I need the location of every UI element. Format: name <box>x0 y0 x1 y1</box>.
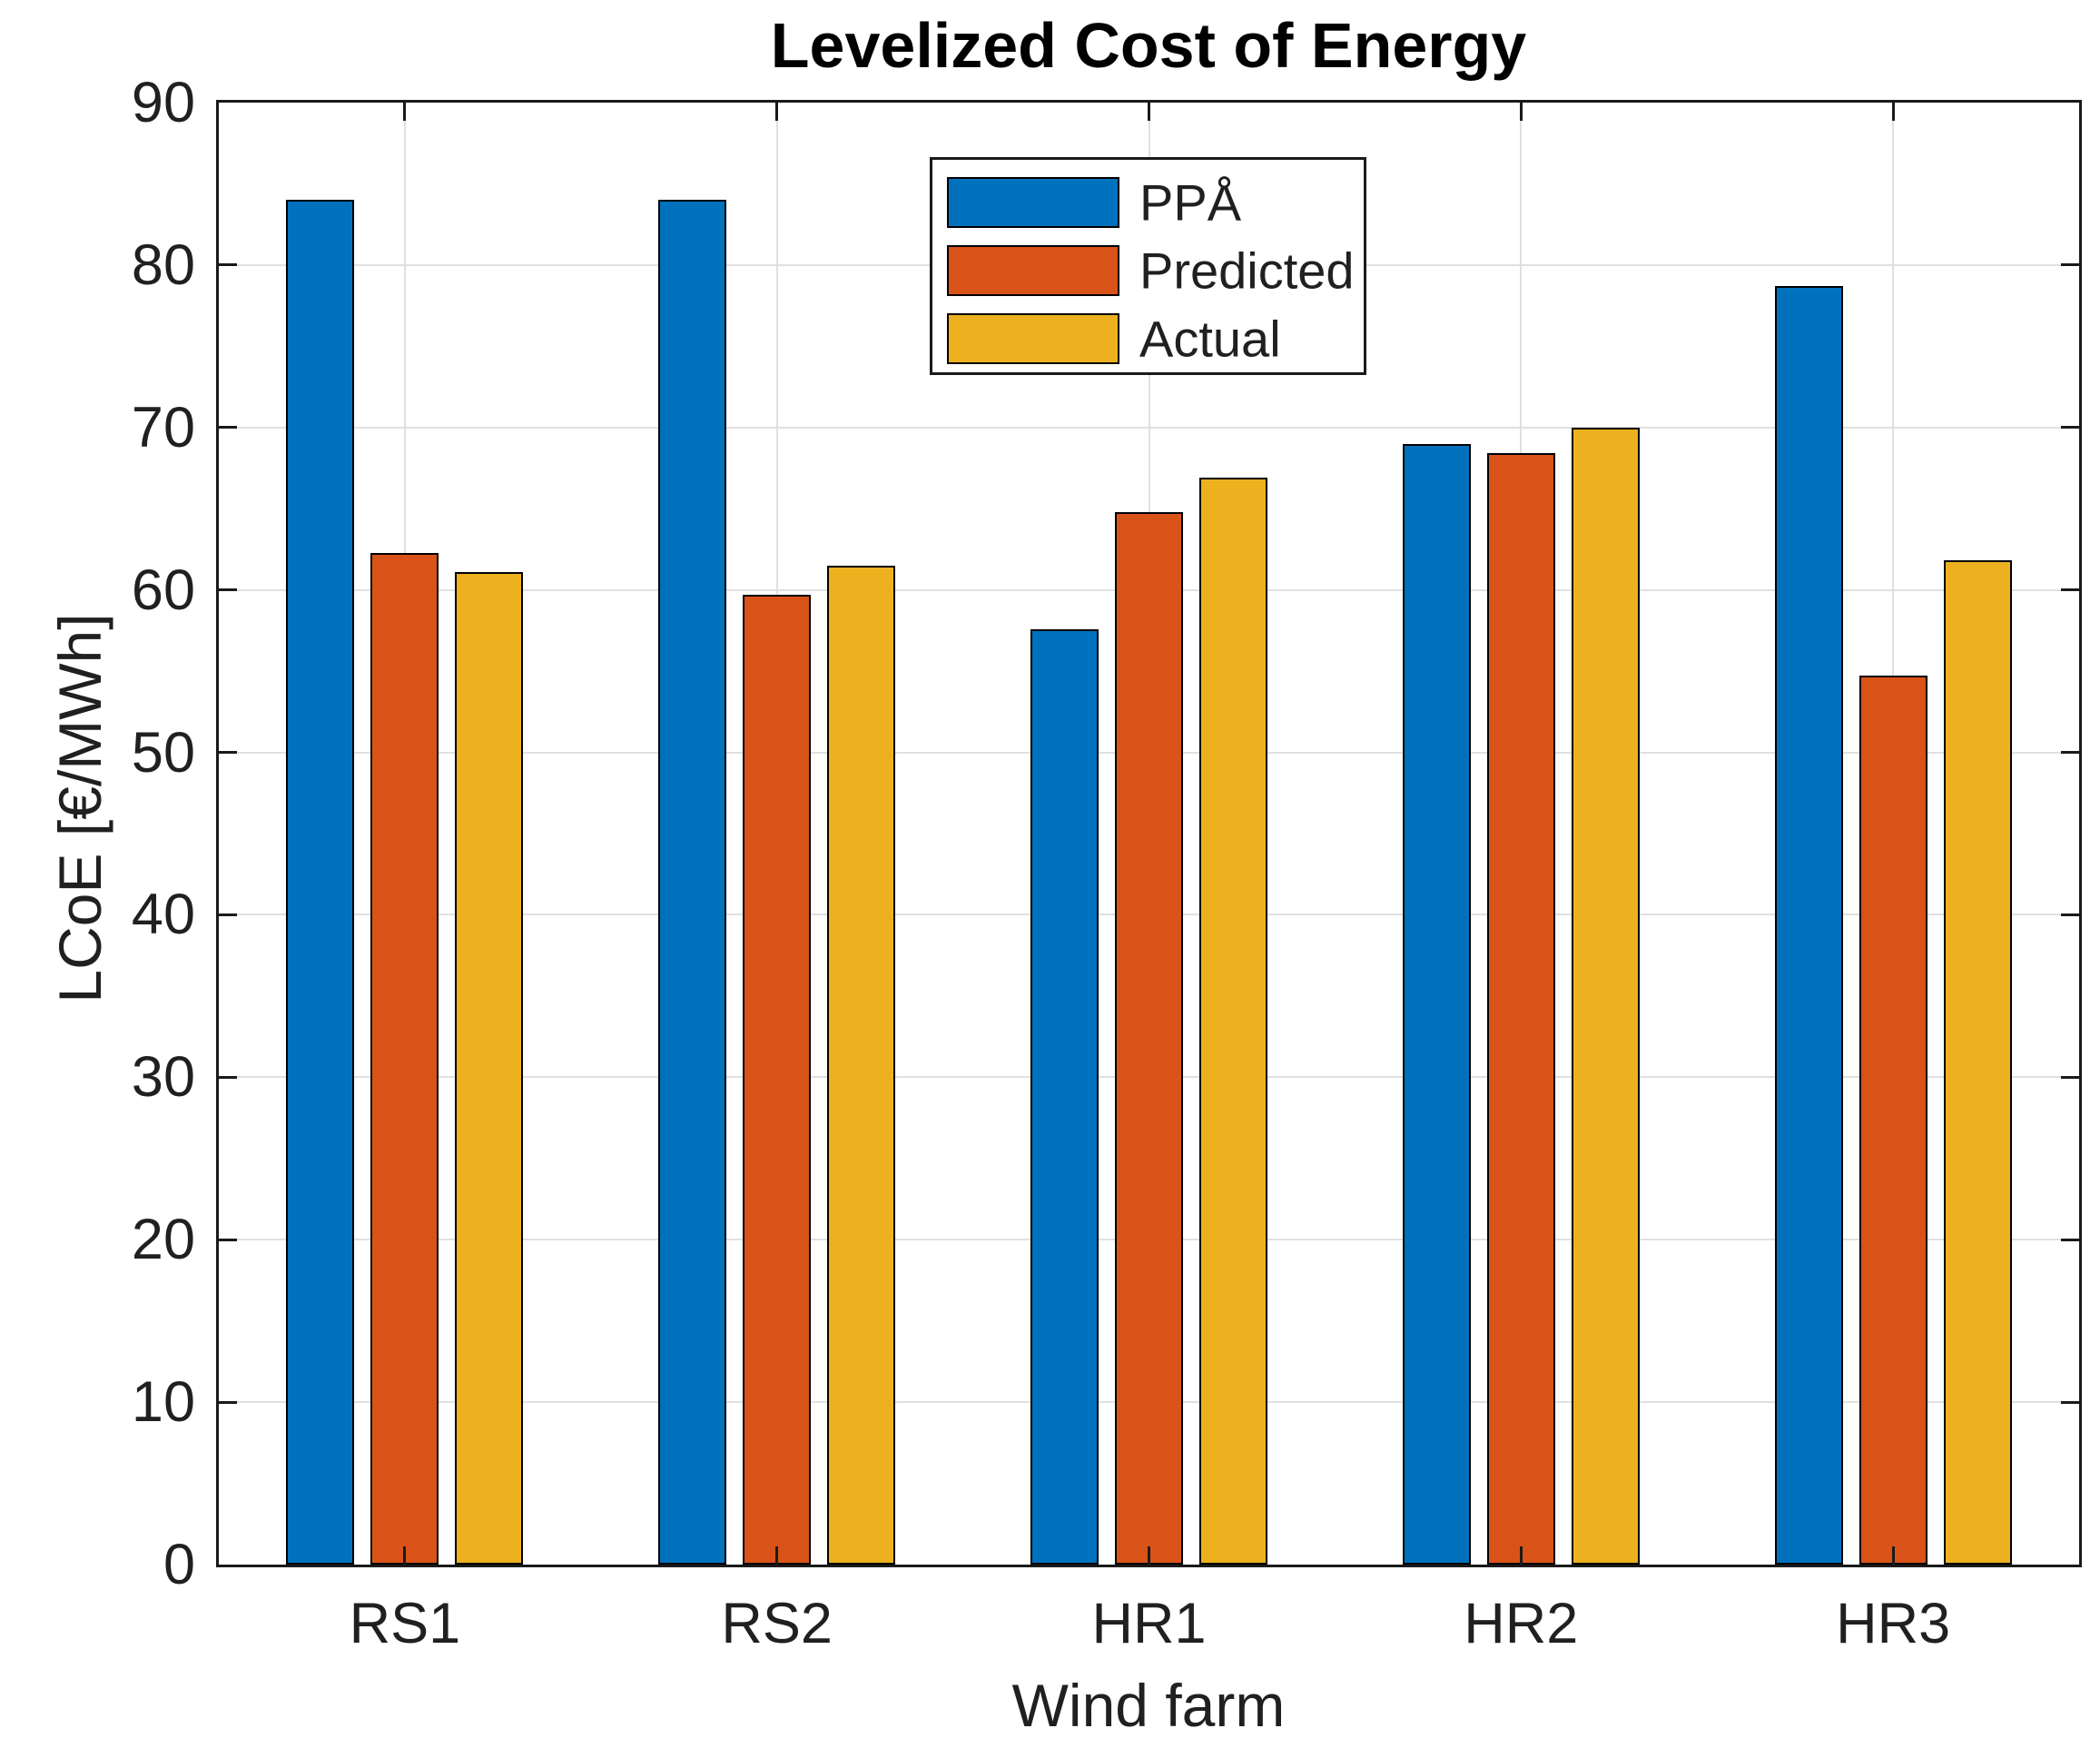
y-tick-label-0: 0 <box>163 1533 195 1596</box>
y-tick-left-10 <box>219 1400 237 1404</box>
x-tick-top-rs1 <box>403 103 407 121</box>
bar-rs2-actual <box>827 565 896 1565</box>
y-tick-label-90: 90 <box>131 71 195 134</box>
x-tick-label-hr2: HR2 <box>1464 1592 1579 1655</box>
bar-hr3-predicted <box>1858 676 1927 1565</box>
x-tick-label-rs2: RS2 <box>721 1592 833 1655</box>
legend-label-predicted: Predicted <box>1139 242 1355 300</box>
y-tick-left-80 <box>219 263 237 267</box>
bar-hr3-ppa <box>1774 286 1843 1565</box>
bar-hr2-ppa <box>1402 443 1471 1565</box>
y-tick-right-80 <box>2061 263 2079 267</box>
y-tick-right-20 <box>2061 1238 2079 1241</box>
legend: PPÅ Predicted Actual <box>930 157 1366 375</box>
x-tick-label-rs1: RS1 <box>349 1592 461 1655</box>
bar-hr2-predicted <box>1486 453 1555 1565</box>
bar-hr1-actual <box>1199 478 1267 1565</box>
x-tick-top-hr1 <box>1148 103 1150 121</box>
y-tick-left-30 <box>219 1075 237 1079</box>
x-axis-label: Wind farm <box>1011 1672 1286 1739</box>
x-tick-bottom-hr1 <box>1148 1546 1150 1565</box>
x-tick-label-hr1: HR1 <box>1091 1592 1207 1655</box>
y-tick-left-70 <box>219 426 237 430</box>
bar-rs1-ppa <box>286 200 355 1565</box>
bar-rs2-predicted <box>743 595 812 1565</box>
y-tick-left-40 <box>219 913 237 916</box>
x-tick-bottom-rs2 <box>775 1546 779 1565</box>
legend-swatch-predicted <box>947 245 1119 296</box>
x-tick-bottom-hr2 <box>1519 1546 1523 1565</box>
legend-label-ppa: PPÅ <box>1139 173 1242 232</box>
y-tick-right-40 <box>2061 913 2079 916</box>
y-tick-label-50: 50 <box>131 720 195 785</box>
legend-swatch-ppa <box>947 177 1119 228</box>
x-tick-top-rs2 <box>775 103 779 121</box>
y-tick-label-10: 10 <box>131 1370 195 1435</box>
legend-swatch-actual <box>947 313 1119 364</box>
bar-hr1-ppa <box>1030 628 1099 1565</box>
bar-rs1-predicted <box>370 552 439 1565</box>
chart-title: Levelized Cost of Energy <box>770 10 1527 81</box>
x-tick-label-hr3: HR3 <box>1836 1592 1951 1655</box>
legend-label-actual: Actual <box>1139 310 1281 368</box>
y-tick-label-40: 40 <box>131 883 195 947</box>
y-tick-label-30: 30 <box>131 1045 195 1110</box>
x-tick-bottom-hr3 <box>1891 1546 1895 1565</box>
y-tick-left-50 <box>219 751 237 755</box>
y-tick-label-80: 80 <box>131 232 195 297</box>
bar-hr2-actual <box>1571 427 1640 1565</box>
y-tick-label-60: 60 <box>131 558 195 622</box>
x-tick-top-hr3 <box>1891 103 1895 121</box>
x-tick-top-hr2 <box>1519 103 1523 121</box>
y-tick-label-70: 70 <box>131 395 195 459</box>
y-tick-left-60 <box>219 588 237 592</box>
y-tick-right-60 <box>2061 588 2079 592</box>
y-tick-right-30 <box>2061 1075 2079 1079</box>
y-tick-right-70 <box>2061 426 2079 430</box>
y-tick-label-20: 20 <box>131 1208 195 1272</box>
y-tick-left-20 <box>219 1238 237 1241</box>
y-tick-right-10 <box>2061 1400 2079 1404</box>
bar-hr3-actual <box>1943 560 2012 1565</box>
bar-rs1-actual <box>455 572 524 1565</box>
x-tick-bottom-rs1 <box>403 1546 407 1565</box>
y-tick-right-50 <box>2061 751 2079 755</box>
bar-rs2-ppa <box>658 200 727 1565</box>
bar-hr1-predicted <box>1115 511 1183 1565</box>
